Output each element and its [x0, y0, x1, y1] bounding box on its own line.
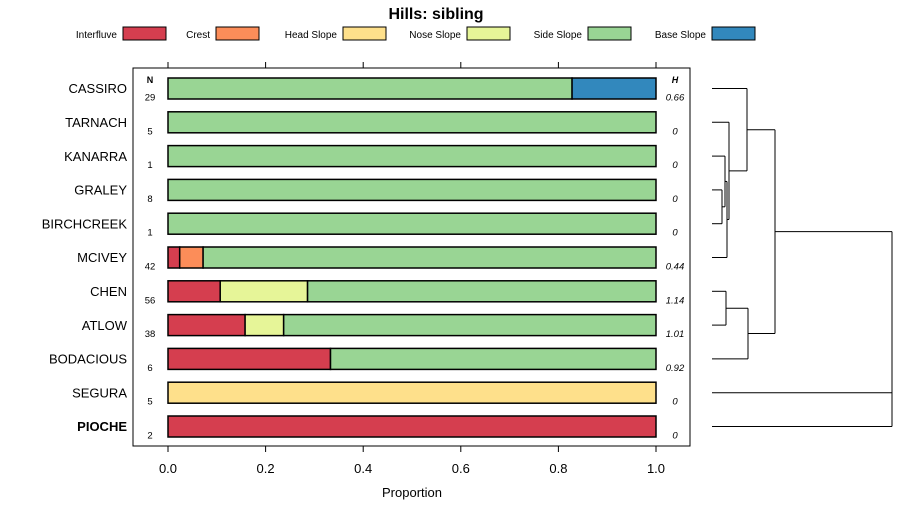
h-value-kanarra: 0 [672, 160, 678, 171]
bar-birchcreek-side-slope [167, 212, 657, 235]
x-tick-label: 0.2 [257, 461, 275, 476]
row-label-pioche: PIOCHE [77, 419, 127, 434]
chart-title: Hills: sibling [388, 6, 483, 23]
dendrogram [712, 88, 893, 427]
row-label-bodacious: BODACIOUS [49, 352, 127, 367]
bar-segura-head-slope [167, 381, 657, 404]
legend-label-base-slope: Base Slope [655, 30, 707, 41]
plot-panel [132, 67, 691, 447]
n-value-chen: 56 [145, 295, 156, 306]
legend-label-crest: Crest [186, 30, 210, 41]
bar-chen-side-slope [306, 280, 657, 303]
n-value-cassiro: 29 [145, 93, 156, 104]
n-value-bodacious: 6 [147, 363, 152, 374]
bar-graley-side-slope [167, 178, 657, 202]
legend-swatch-nose-slope [466, 26, 511, 41]
bar-chen-interfluve [167, 280, 221, 303]
legend-swatch-side-slope [587, 26, 632, 41]
row-label-atlow: ATLOW [82, 318, 128, 333]
n-value-tarnach: 5 [147, 126, 152, 137]
stacked-bars [167, 77, 657, 438]
n-value-pioche: 2 [147, 431, 152, 442]
row-label-chen: CHEN [90, 284, 127, 299]
bar-tarnach-side-slope [167, 111, 657, 134]
n-value-graley: 8 [147, 194, 152, 205]
n-column-header: N [147, 75, 154, 85]
bar-kanarra-side-slope [167, 144, 657, 168]
row-labels: CASSIRO TARNACH KANARRA GRALEY BIRCHCREEK MCI… [42, 81, 128, 434]
h-value-chen: 1.14 [666, 295, 685, 306]
h-value-pioche: 0 [672, 431, 678, 442]
legend-swatch-head-slope [342, 26, 387, 41]
legend-label-side-slope: Side Slope [534, 30, 583, 41]
n-value-birchcreek: 1 [147, 228, 152, 239]
bar-cassiro-side-slope [167, 77, 573, 100]
x-axis-label: Proportion [382, 485, 442, 500]
bar-atlow-side-slope [282, 313, 657, 337]
n-values: 29 5 1 8 1 42 56 38 6 5 2 [145, 93, 156, 442]
x-tick-label: 0.6 [452, 461, 470, 476]
legend-swatch-base-slope [711, 26, 756, 41]
n-value-kanarra: 1 [147, 160, 152, 171]
bar-atlow-interfluve [167, 313, 246, 337]
row-label-cassiro: CASSIRO [68, 81, 127, 96]
x-tick-label: 0.8 [549, 461, 567, 476]
row-label-graley: GRALEY [74, 183, 127, 198]
bar-cassiro-base-slope [571, 77, 657, 100]
n-value-segura: 5 [147, 397, 152, 408]
x-tick-label: 1.0 [647, 461, 665, 476]
bar-pioche-interfluve [167, 415, 657, 438]
h-column-header: H [672, 75, 679, 85]
row-label-tarnach: TARNACH [65, 115, 127, 130]
n-value-mcivey: 42 [145, 262, 156, 273]
row-label-kanarra: KANARRA [64, 149, 127, 164]
h-value-tarnach: 0 [672, 126, 678, 137]
h-value-birchcreek: 0 [672, 228, 678, 239]
h-value-atlow: 1.01 [666, 329, 685, 340]
bar-mcivey-side-slope [202, 246, 657, 269]
row-label-mcivey: MCIVEY [77, 250, 127, 265]
n-value-atlow: 38 [145, 329, 156, 340]
bar-bodacious-side-slope [329, 347, 657, 371]
legend-label-nose-slope: Nose Slope [409, 30, 461, 41]
x-axis: 0.0 0.2 0.4 0.6 0.8 1.0 [159, 62, 665, 476]
bar-chen-nose-slope [219, 280, 309, 303]
x-tick-label: 0.0 [159, 461, 177, 476]
row-label-segura: SEGURA [72, 385, 127, 400]
h-values: 0.66 0 0 0 0 0.44 1.14 1.01 0.92 0 0 [666, 93, 685, 442]
x-tick-label: 0.4 [354, 461, 372, 476]
legend-label-head-slope: Head Slope [285, 30, 338, 41]
bar-mcivey-crest [178, 246, 204, 269]
h-value-segura: 0 [672, 397, 678, 408]
h-value-graley: 0 [672, 194, 678, 205]
bar-bodacious-interfluve [167, 347, 332, 371]
legend-label-interfluve: Interfluve [76, 30, 118, 41]
h-value-cassiro: 0.66 [666, 93, 685, 104]
row-label-birchcreek: BIRCHCREEK [42, 216, 128, 231]
bar-mcivey-interfluve [167, 246, 181, 269]
legend: Interfluve Crest Head Slope Nose Slope Side … [76, 26, 756, 41]
h-value-bodacious: 0.92 [666, 363, 685, 374]
legend-swatch-interfluve [122, 26, 167, 41]
legend-swatch-crest [215, 26, 260, 41]
bar-atlow-nose-slope [244, 313, 285, 337]
h-value-mcivey: 0.44 [666, 262, 685, 273]
